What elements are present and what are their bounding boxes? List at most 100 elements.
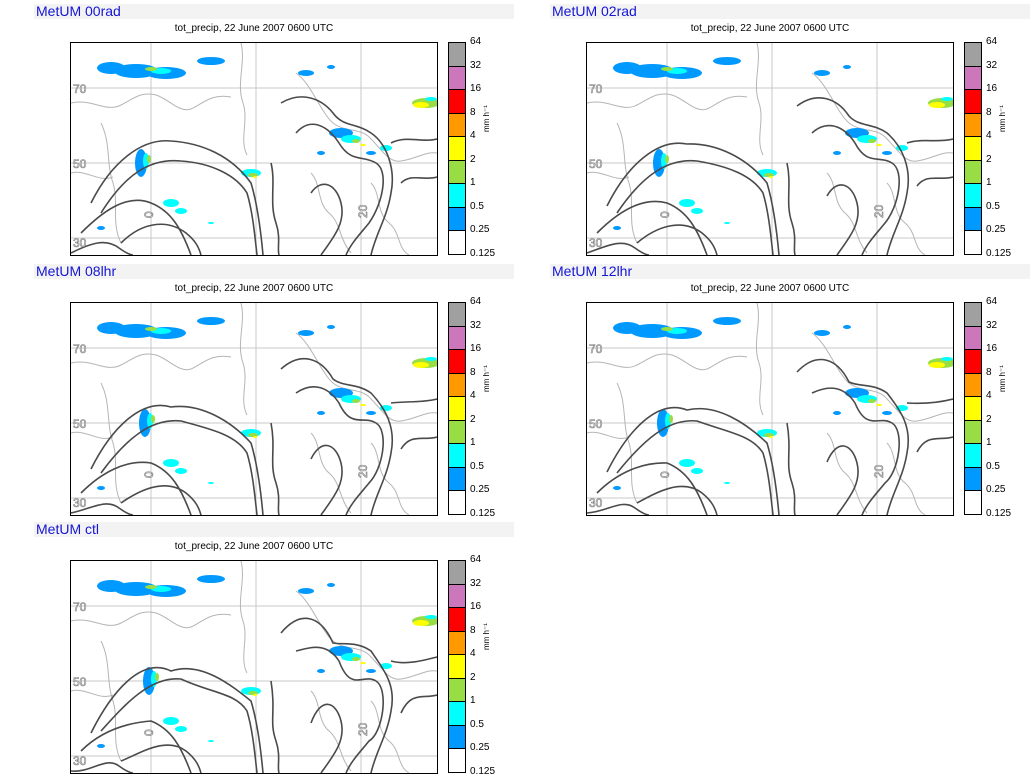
- map-plot: 70 50 30 0 20: [70, 42, 438, 256]
- map-plot: 70 50 30 0 20: [70, 560, 438, 774]
- latitude-label: 50: [589, 417, 603, 431]
- precip-cell: [764, 433, 774, 437]
- colorbar-swatch: [448, 490, 466, 515]
- precip-cell: [147, 155, 151, 163]
- colorbar-swatch: [448, 136, 466, 161]
- colorbar-swatch: [448, 443, 466, 468]
- precip-cell: [669, 415, 673, 423]
- colorbar-tick-label: 0.5: [470, 200, 484, 212]
- precip-cell: [882, 151, 892, 155]
- precip-cell: [843, 65, 851, 69]
- precipitation-field: [97, 317, 437, 490]
- precip-cell: [155, 673, 159, 681]
- colorbar-tick-label: 0.5: [986, 460, 1000, 472]
- panel-header: [34, 4, 514, 19]
- colorbar-tick-label: 0.125: [470, 248, 496, 259]
- precip-cell: [175, 726, 187, 732]
- precip-cell: [197, 575, 225, 583]
- longitude-label: 0: [658, 471, 672, 478]
- colorbar-swatch: [448, 466, 466, 492]
- colorbar-swatch: [448, 302, 466, 327]
- colorbar-tick-label: 32: [470, 577, 482, 589]
- precip-cell: [833, 151, 841, 155]
- colorbar-swatch: [964, 65, 982, 91]
- pressure-contours: [71, 617, 437, 773]
- colorbar-swatch: [448, 748, 466, 773]
- colorbar-tick-label: 64: [470, 36, 482, 47]
- latitude-label: 50: [589, 157, 603, 171]
- precip-cell: [833, 411, 841, 415]
- colorbar-tick-label: 4: [986, 130, 992, 142]
- precip-cell: [145, 327, 157, 331]
- colorbar-tick-label: 4: [470, 390, 476, 402]
- pressure-contours: [587, 358, 953, 515]
- coastlines: [587, 303, 953, 515]
- precip-cell: [97, 744, 105, 748]
- precip-cell: [327, 583, 335, 587]
- precipitation-field: [97, 575, 437, 748]
- colorbar-swatch: [448, 583, 466, 609]
- precip-cell: [929, 362, 945, 368]
- precip-cell: [163, 459, 179, 467]
- colorbar: 64 32 16 8 4 2 1 0.5 0.25 0.125: [964, 37, 1011, 259]
- precip-cell: [814, 70, 830, 76]
- precip-cell: [366, 669, 376, 673]
- colorbar-units: mm h⁻¹: [998, 105, 1007, 132]
- precip-cell: [327, 65, 335, 69]
- colorbar-units: mm h⁻¹: [998, 365, 1007, 392]
- panel-title: MetUM 12lhr: [552, 263, 633, 279]
- colorbar-swatch: [448, 372, 466, 398]
- latitude-label: 70: [589, 342, 603, 356]
- colorbar-tick-label: 32: [986, 59, 998, 71]
- colorbar-tick-label: 8: [986, 106, 992, 118]
- colorbar-swatch: [448, 560, 466, 585]
- colorbar: 64 32 16 8 4 2 1 0.5 0.25 0.125: [964, 297, 1011, 519]
- colorbar-tick-label: 16: [986, 83, 998, 95]
- panel-header: [34, 264, 514, 279]
- latitude-label: 30: [589, 496, 603, 510]
- precip-cell: [613, 226, 621, 230]
- longitude-label: 0: [142, 471, 156, 478]
- panel-subtitle: tot_precip, 22 June 2007 0600 UTC: [690, 23, 850, 34]
- colorbar-tick-label: 64: [470, 554, 482, 565]
- precipitation-field: [613, 57, 953, 230]
- panel-title: MetUM 08lhr: [36, 263, 117, 279]
- map-plot: 70 50 30 0 20: [586, 302, 954, 516]
- precip-cell: [679, 199, 695, 207]
- latitude-label: 50: [73, 675, 87, 689]
- colorbar-swatch: [448, 325, 466, 351]
- precip-cell: [360, 144, 366, 146]
- colorbar-swatch: [964, 206, 982, 232]
- precip-cell: [317, 151, 325, 155]
- colorbar-swatch: [448, 349, 466, 374]
- precip-cell: [298, 330, 314, 336]
- colorbar-swatch: [448, 607, 466, 632]
- pressure-contours: [71, 358, 437, 515]
- colorbar-tick-label: 0.125: [470, 766, 496, 777]
- longitude-label: 0: [142, 211, 156, 218]
- precip-cell: [679, 459, 695, 467]
- colorbar-swatch: [448, 724, 466, 750]
- panel-subtitle: tot_precip, 22 June 2007 0600 UTC: [690, 283, 850, 294]
- precip-cell: [724, 482, 730, 484]
- latitude-label: 70: [589, 82, 603, 96]
- colorbar-units: mm h⁻¹: [482, 105, 491, 132]
- colorbar-tick-label: 32: [470, 319, 482, 331]
- colorbar-tick-label: 2: [470, 671, 476, 683]
- precip-cell: [352, 399, 360, 403]
- colorbar-swatch: [964, 349, 982, 374]
- precip-cell: [197, 57, 225, 65]
- colorbar-tick-label: 0.125: [470, 508, 496, 519]
- pressure-contours: [587, 97, 953, 255]
- colorbar-units: mm h⁻¹: [482, 365, 491, 392]
- colorbar-tick-label: 8: [470, 106, 476, 118]
- precip-cell: [713, 57, 741, 65]
- precip-cell: [425, 97, 437, 101]
- colorbar-tick-label: 4: [470, 648, 476, 660]
- panel-subtitle: tot_precip, 22 June 2007 0600 UTC: [174, 23, 334, 34]
- precip-cell: [868, 139, 876, 143]
- precip-cell: [298, 588, 314, 594]
- panel-subtitle: tot_precip, 22 June 2007 0600 UTC: [174, 541, 334, 552]
- precip-cell: [425, 357, 437, 361]
- precip-cell: [317, 411, 325, 415]
